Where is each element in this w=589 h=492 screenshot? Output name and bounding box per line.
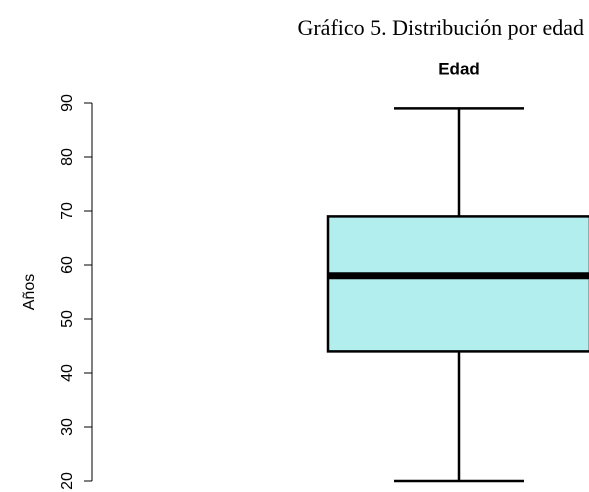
y-tick-label: 20 bbox=[59, 472, 76, 490]
y-tick-label: 70 bbox=[59, 202, 76, 220]
y-tick-label: 30 bbox=[59, 418, 76, 436]
chart-subtitle: Edad bbox=[438, 59, 480, 78]
y-axis-label: Años bbox=[21, 274, 38, 310]
y-tick-label: 50 bbox=[59, 310, 76, 328]
box bbox=[326, 215, 589, 353]
y-tick-label: 60 bbox=[59, 256, 76, 274]
y-tick-label: 80 bbox=[59, 148, 76, 166]
y-tick-label: 40 bbox=[59, 364, 76, 382]
chart-title: Gráfico 5. Distribución por edad bbox=[297, 15, 584, 40]
y-tick-label: 90 bbox=[59, 94, 76, 112]
